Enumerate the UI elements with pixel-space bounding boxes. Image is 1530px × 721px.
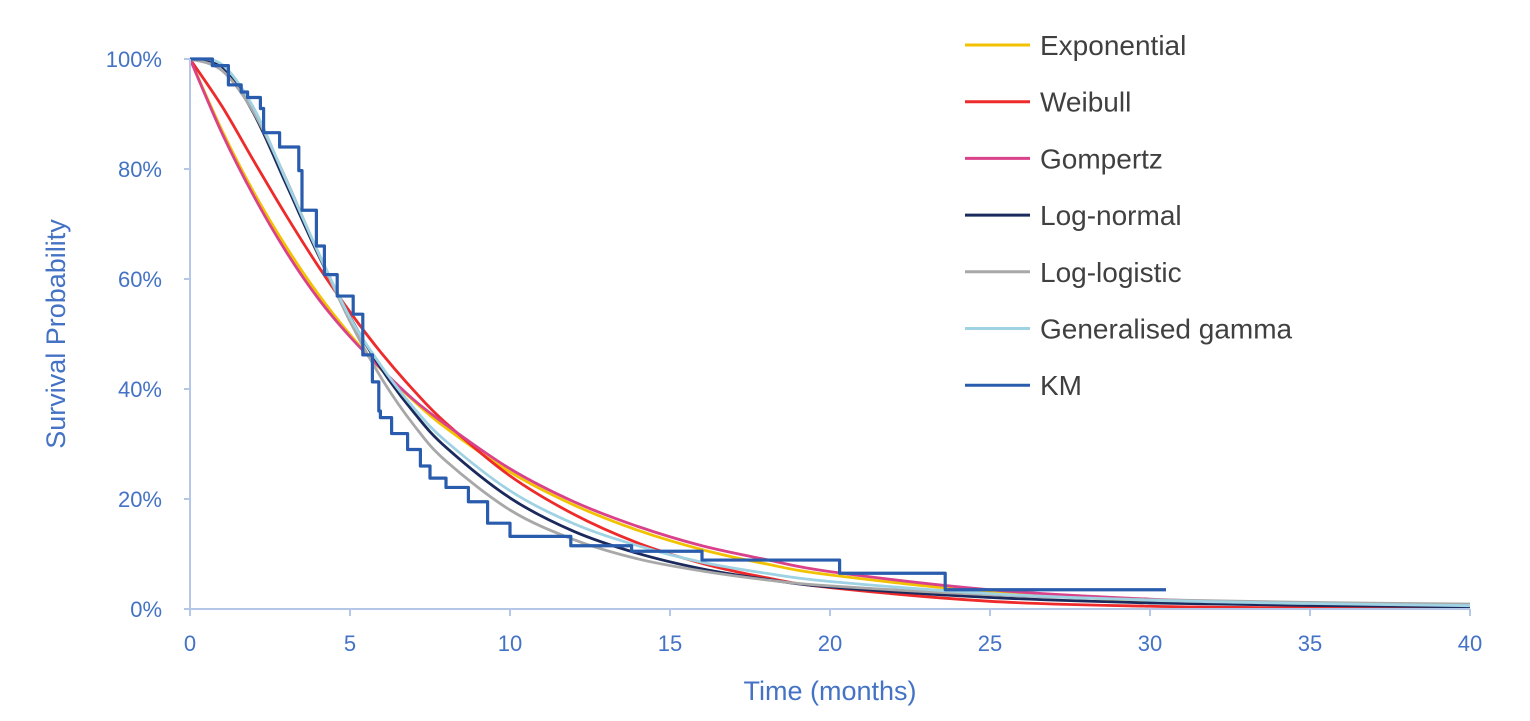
series-line-log-normal — [189, 57, 1471, 609]
x-tick-label: 0 — [184, 631, 196, 656]
series-line-km — [190, 57, 1166, 592]
plot-area — [188, 57, 1471, 610]
legend-item-log-logistic: Log-logistic — [965, 257, 1182, 288]
legend-label: Gompertz — [1040, 143, 1163, 174]
series-line-generalised-gamma — [189, 57, 1471, 608]
legend-label: Weibull — [1040, 87, 1131, 118]
x-tick-label: 20 — [818, 631, 842, 656]
legend-item-weibull: Weibull — [965, 87, 1131, 118]
x-tick-label: 40 — [1458, 631, 1482, 656]
y-tick-label: 100% — [106, 47, 162, 72]
legend-label: Log-logistic — [1040, 257, 1182, 288]
x-tick-label: 25 — [978, 631, 1002, 656]
y-tick-label: 20% — [118, 487, 162, 512]
legend: Exponential Weibull Gompertz Log-normal Log-… — [965, 30, 1293, 401]
x-tick-label: 15 — [658, 631, 682, 656]
legend-item-exponential: Exponential — [965, 30, 1186, 61]
y-axis-title: Survival Probability — [41, 219, 71, 449]
x-tick-label: 10 — [498, 631, 522, 656]
x-axis-title: Time (months) — [743, 676, 916, 706]
y-tick-label: 60% — [118, 267, 162, 292]
legend-item-km: KM — [965, 370, 1082, 401]
x-tick-label: 30 — [1138, 631, 1162, 656]
legend-label: Exponential — [1040, 30, 1186, 61]
y-tick-label: 0% — [130, 597, 162, 622]
legend-item-gompertz: Gompertz — [965, 143, 1163, 174]
legend-item-generalised-gamma: Generalised gamma — [965, 314, 1293, 345]
series-line-weibull — [188, 58, 1471, 610]
y-tick-label: 80% — [118, 157, 162, 182]
legend-label: Log-normal — [1040, 200, 1182, 231]
y-tick-label: 40% — [118, 377, 162, 402]
legend-item-log-normal: Log-normal — [965, 200, 1182, 231]
series-line-gompertz — [188, 58, 1471, 608]
x-tick-label: 35 — [1298, 631, 1322, 656]
legend-label: KM — [1040, 370, 1082, 401]
axis-ticks: 0 5 10 15 20 25 30 35 40 0% 20% 40% 60% 80% 100% — [106, 47, 1483, 656]
legend-label: Generalised gamma — [1040, 314, 1293, 345]
x-tick-label: 5 — [344, 631, 356, 656]
